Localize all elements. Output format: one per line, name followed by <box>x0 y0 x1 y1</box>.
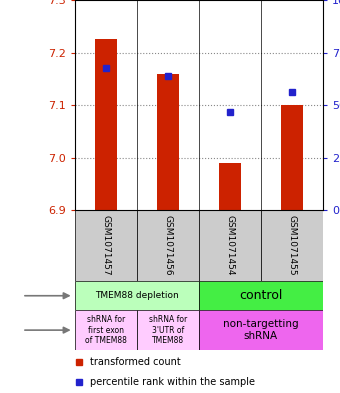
Text: GSM1071456: GSM1071456 <box>164 215 172 276</box>
Text: shRNA for
first exon
of TMEM88: shRNA for first exon of TMEM88 <box>85 315 127 345</box>
Text: transformed count: transformed count <box>90 357 181 367</box>
Bar <box>95 39 117 210</box>
Bar <box>157 73 179 210</box>
Text: GSM1071457: GSM1071457 <box>101 215 110 276</box>
Bar <box>199 310 323 350</box>
Text: percentile rank within the sample: percentile rank within the sample <box>90 377 255 387</box>
Text: shRNA for
3'UTR of
TMEM88: shRNA for 3'UTR of TMEM88 <box>149 315 187 345</box>
Text: GSM1071454: GSM1071454 <box>225 215 234 276</box>
Bar <box>199 210 261 281</box>
Bar <box>261 210 323 281</box>
Bar <box>281 105 303 210</box>
Bar <box>199 281 323 310</box>
Text: GSM1071455: GSM1071455 <box>288 215 296 276</box>
Bar <box>75 310 137 350</box>
Bar <box>137 310 199 350</box>
Bar <box>75 281 199 310</box>
Bar <box>137 210 199 281</box>
Bar <box>75 210 137 281</box>
Bar <box>219 163 241 210</box>
Text: non-targetting
shRNA: non-targetting shRNA <box>223 320 299 341</box>
Text: control: control <box>239 289 283 302</box>
Text: TMEM88 depletion: TMEM88 depletion <box>95 291 179 300</box>
